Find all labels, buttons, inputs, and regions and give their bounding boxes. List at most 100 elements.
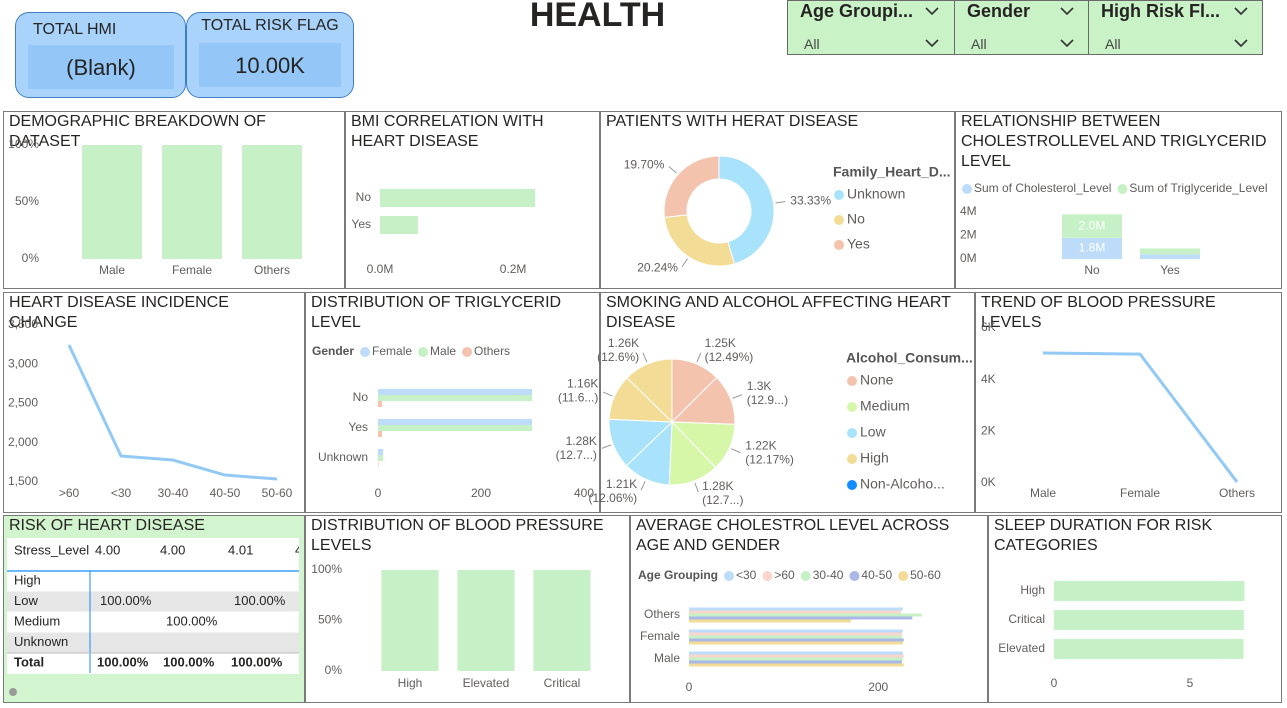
slicer[interactable]: High Risk Fl... All <box>1088 0 1263 55</box>
slicer[interactable]: Gender All <box>954 0 1089 55</box>
data-label: 1.22K (12.17%) <box>745 439 794 467</box>
legend-label: No <box>847 211 865 227</box>
bar <box>689 651 903 655</box>
data-label: 1.21K (12.06%) <box>588 477 637 505</box>
bar <box>378 425 532 431</box>
table-cell: Low <box>14 593 38 608</box>
legend-swatch <box>800 571 811 581</box>
leader-line <box>694 482 699 493</box>
table-header: Stress_Level <box>14 542 89 557</box>
legend-label: High <box>860 450 889 466</box>
y-tick-label: High <box>1020 583 1045 597</box>
data-label: 1.8M <box>1079 241 1106 255</box>
bar <box>1054 610 1244 630</box>
line <box>1042 351 1239 483</box>
y-tick-label: 2K <box>981 424 996 438</box>
table-cell: 100.00% <box>234 593 286 608</box>
legend-swatch <box>834 190 844 200</box>
panel-title: HEART DISEASE INCIDENCE CHANGE <box>9 294 229 331</box>
legend-label: 50-60 <box>910 568 941 582</box>
legend-swatch <box>724 571 734 581</box>
legend-swatch <box>847 428 857 438</box>
x-tick-label: 50-60 <box>262 486 293 500</box>
panel-title: AVERAGE CHOLESTROL LEVEL ACROSS AGE AND … <box>636 517 950 554</box>
y-tick-label: 6K <box>981 320 996 334</box>
data-label: 19.70% <box>624 157 665 171</box>
bar <box>378 401 383 407</box>
x-tick-label: <30 <box>111 486 132 500</box>
bar <box>689 641 903 645</box>
bar <box>689 613 922 617</box>
legend-label: Low <box>860 424 887 440</box>
bar <box>689 660 902 664</box>
panel-title: DISTRIBUTION OF BLOOD PRESSURE LEVELS <box>311 517 604 554</box>
y-tick-label: Yes <box>348 420 368 434</box>
legend-title: Alcohol_Consum... <box>846 350 973 366</box>
legend-swatch <box>462 347 473 357</box>
legend-label: Sum of Triglyceride_Level <box>1129 181 1267 195</box>
y-tick-label: 100% <box>311 562 342 576</box>
legend-swatch <box>418 347 429 357</box>
leader-line <box>732 394 743 399</box>
leader-line <box>640 480 646 491</box>
leader-line <box>775 201 786 204</box>
leader-line <box>642 352 648 363</box>
x-tick-label: No <box>1084 263 1100 277</box>
y-tick-label: Unknown <box>318 450 368 464</box>
kpi-card: TOTAL RISK FLAG 10.00K <box>186 12 354 98</box>
panel-title: SLEEP DURATION FOR RISK CATEGORIES <box>994 517 1213 554</box>
table-cell: 100.00% <box>231 654 283 669</box>
bar <box>689 629 903 633</box>
panel-title: TREND OF BLOOD PRESSURE LEVELS <box>981 294 1216 331</box>
leader-line <box>731 448 741 454</box>
y-tick-label: 100% <box>8 137 39 151</box>
bar <box>378 461 379 467</box>
data-label: 1.16K (11.6...) <box>558 376 598 404</box>
bar <box>689 638 904 642</box>
x-tick-label: High <box>398 676 423 690</box>
slicer-value[interactable]: All <box>971 36 987 52</box>
panel <box>988 515 1282 703</box>
panel-title: DISTRIBUTION OF TRIGLYCERID LEVEL <box>311 294 562 331</box>
bar <box>378 389 532 395</box>
bar <box>378 419 532 425</box>
bar-segment <box>1140 254 1200 259</box>
x-tick-label: 200 <box>868 680 888 694</box>
y-tick-label: No <box>353 390 369 404</box>
table-cell: High <box>14 572 41 587</box>
y-tick-label: 2M <box>960 228 977 242</box>
y-tick-label: Elevated <box>998 641 1045 655</box>
bar <box>689 632 902 636</box>
x-tick-label: 0.2M <box>500 262 527 276</box>
bar <box>689 607 903 611</box>
slicer[interactable]: Age Groupi... All <box>787 0 955 55</box>
legend-swatch <box>1117 184 1128 194</box>
slicer-value[interactable]: All <box>1105 36 1121 52</box>
chevron <box>1060 39 1074 48</box>
legend-title: Age Grouping <box>638 568 718 582</box>
data-label: 2.0M <box>1079 218 1106 232</box>
panel-title: SMOKING AND ALCOHOL AFFECTING HEART DISE… <box>606 294 951 331</box>
data-label: 1.25K (12.49%) <box>705 336 754 364</box>
bar <box>380 216 418 234</box>
legend-label: Female <box>372 344 412 358</box>
panel <box>600 111 955 289</box>
x-tick-label: Others <box>254 263 290 277</box>
kpi-value: (Blank) <box>66 55 136 80</box>
kpi-label: TOTAL HMI <box>33 21 117 38</box>
kpi-value-box <box>28 45 174 89</box>
kpi-card: TOTAL HMI (Blank) <box>15 12 186 98</box>
bar <box>378 395 532 401</box>
x-tick-label: Critical <box>544 676 581 690</box>
x-tick-label: >60 <box>59 486 80 500</box>
panel <box>955 111 1282 289</box>
table-header: 4.00 <box>95 542 120 557</box>
slicer-value[interactable]: All <box>804 36 820 52</box>
bar <box>1054 639 1244 659</box>
legend-label: Yes <box>847 236 870 252</box>
data-label: 1.26K (12.6%) <box>597 336 639 364</box>
x-tick-label: 40-50 <box>210 486 241 500</box>
y-tick-label: Others <box>644 607 680 621</box>
